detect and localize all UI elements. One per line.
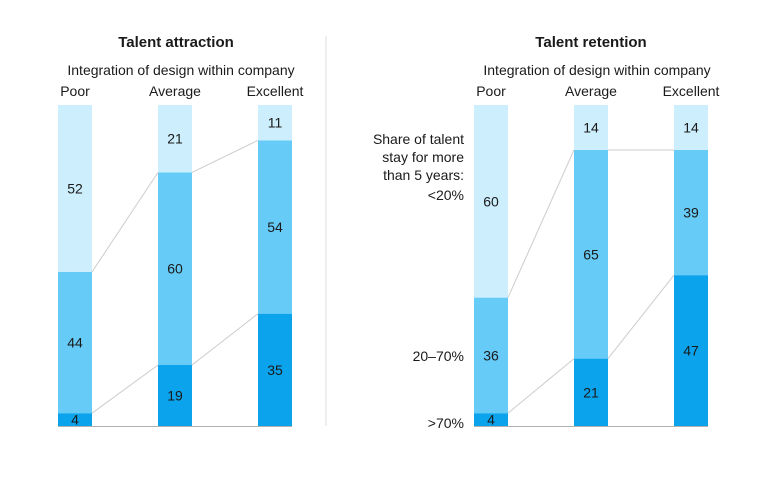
category-label-average: Average (565, 83, 617, 99)
bar-segment (574, 358, 608, 426)
data-label: 54 (267, 219, 283, 235)
data-label: 35 (267, 362, 283, 378)
category-label-average: Average (149, 83, 201, 99)
data-label: 21 (583, 384, 599, 400)
data-label: 65 (583, 246, 599, 262)
connector-line (91, 364, 159, 414)
chart-panel-1: Talent attraction Integration of design w… (58, 34, 304, 428)
legend-low: <20% (428, 187, 464, 203)
connector-line (91, 172, 159, 273)
chart-title: Talent attraction (118, 34, 234, 51)
bar-segment (158, 105, 192, 173)
bar-segment (58, 105, 92, 272)
bar-segment (474, 105, 508, 298)
connector-line (507, 149, 575, 298)
bar-segment (574, 149, 608, 359)
bar-segment (158, 172, 192, 366)
bar-segment (258, 313, 292, 426)
bar-segment (158, 365, 192, 426)
bar-segment (674, 105, 708, 150)
legend-high: >70% (428, 415, 464, 431)
data-label: 4 (487, 412, 495, 428)
connector-line (507, 358, 575, 414)
bar-segment (674, 149, 708, 276)
category-label-poor: Poor (476, 83, 506, 99)
chart-title: Talent retention (535, 34, 646, 51)
bar-segment (674, 275, 708, 426)
chart-panel-2: Talent retention Integration of design wi… (474, 34, 720, 428)
legend: Share of talent stay for more than 5 yea… (373, 131, 464, 431)
bar-segment (474, 413, 508, 426)
data-label: 44 (67, 335, 83, 351)
data-label: 4 (71, 412, 79, 428)
legend-heading-line1: Share of talent (373, 131, 464, 147)
connector-line (191, 313, 259, 366)
data-label: 39 (683, 205, 699, 221)
data-label: 19 (167, 388, 183, 404)
chart-subtitle: Integration of design within company (67, 62, 294, 78)
bar-segment (258, 105, 292, 141)
data-label: 14 (683, 119, 699, 135)
bar-segment (258, 140, 292, 314)
data-label: 60 (167, 261, 183, 277)
chart-panels: Talent attraction Integration of design w… (58, 34, 720, 428)
bar-segment (58, 271, 92, 414)
legend-heading-line2: stay for more (382, 149, 464, 165)
data-label: 36 (483, 347, 499, 363)
category-label-excellent: Excellent (663, 83, 720, 99)
data-label: 14 (583, 119, 599, 135)
legend-mid: 20–70% (413, 348, 464, 364)
data-label: 11 (268, 115, 283, 131)
connector-line (607, 274, 675, 359)
bar-segment (474, 297, 508, 414)
data-label: 21 (167, 131, 183, 147)
bar-segment (574, 105, 608, 150)
bar-segment (58, 413, 92, 426)
data-label: 47 (683, 343, 699, 359)
data-label: 52 (67, 180, 83, 196)
connector-line (191, 139, 259, 173)
category-label-poor: Poor (60, 83, 90, 99)
legend-heading-line3: than 5 years: (383, 167, 464, 183)
chart-subtitle: Integration of design within company (483, 62, 710, 78)
category-label-excellent: Excellent (247, 83, 304, 99)
data-label: 60 (483, 193, 499, 209)
